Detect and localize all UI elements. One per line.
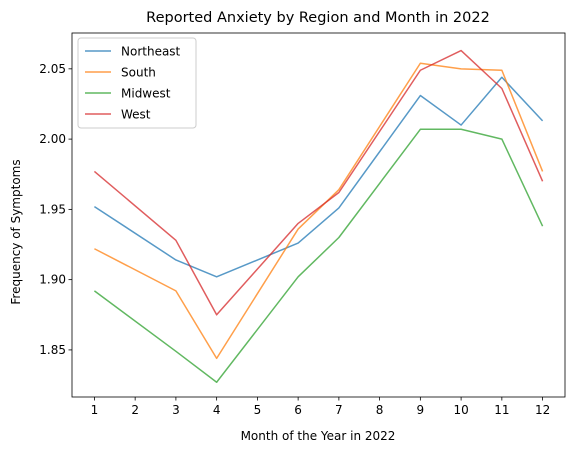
x-tick-label: 8 — [376, 403, 384, 417]
x-axis-label: Month of the Year in 2022 — [241, 429, 396, 443]
x-tick-label: 11 — [494, 403, 509, 417]
legend-box — [77, 37, 197, 129]
x-tick-label: 1 — [91, 403, 99, 417]
x-tick-label: 6 — [294, 403, 302, 417]
legend-label-west: West — [121, 108, 151, 122]
series-line-south — [94, 62, 544, 360]
series-line-midwest — [93, 128, 544, 383]
x-tick-label: 10 — [453, 403, 468, 417]
x-tick-label: 5 — [254, 403, 262, 417]
plot-frame — [71, 32, 566, 398]
chart-title: Reported Anxiety by Region and Month in … — [146, 10, 490, 26]
x-tick-label: 12 — [535, 403, 550, 417]
x-tick-label: 9 — [417, 403, 425, 417]
x-tick-label: 7 — [335, 403, 343, 417]
y-tick-label: 2.00 — [39, 132, 66, 146]
series-line-west — [93, 49, 544, 316]
y-tick-label: 1.95 — [39, 202, 66, 216]
legend-label-northeast: Northeast — [121, 45, 181, 59]
legend: Northeast South Midwest West — [77, 37, 197, 129]
y-tick-label: 1.90 — [39, 273, 66, 287]
x-tick-label: 3 — [172, 403, 180, 417]
legend-label-south: South — [121, 66, 156, 80]
y-axis-label: Frequency of Symptoms — [9, 159, 23, 304]
legend-label-midwest: Midwest — [121, 87, 171, 101]
x-tick-label: 2 — [131, 403, 139, 417]
y-tick-label: 1.85 — [39, 343, 66, 357]
x-tick-label: 4 — [213, 403, 221, 417]
y-tick-label: 2.05 — [39, 62, 66, 76]
plot-area: 1 2 3 4 5 6 7 8 9 10 11 121.851.901.952.002.05 — [39, 32, 566, 417]
